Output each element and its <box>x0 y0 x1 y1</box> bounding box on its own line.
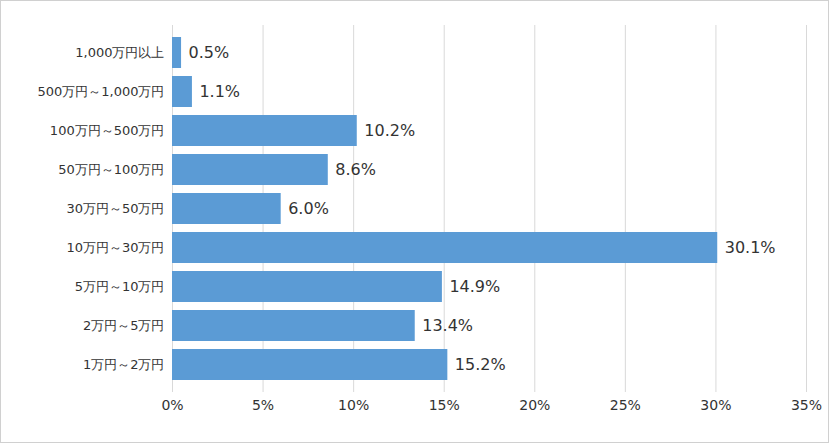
svg-text:1.1%: 1.1% <box>199 82 240 101</box>
svg-text:5%: 5% <box>252 397 274 413</box>
svg-text:13.4%: 13.4% <box>422 316 473 335</box>
svg-text:6.0%: 6.0% <box>288 199 329 218</box>
svg-text:2万円～5万円: 2万円～5万円 <box>83 318 165 333</box>
svg-text:100万円～500万円: 100万円～500万円 <box>50 123 165 138</box>
svg-text:10万円～30万円: 10万円～30万円 <box>66 240 164 255</box>
svg-text:14.9%: 14.9% <box>449 277 500 296</box>
svg-text:35%: 35% <box>791 397 822 413</box>
svg-text:500万円～1,000万円: 500万円～1,000万円 <box>37 84 164 99</box>
svg-text:15%: 15% <box>429 397 460 413</box>
svg-text:0%: 0% <box>161 397 183 413</box>
svg-text:1,000万円以上: 1,000万円以上 <box>75 45 164 60</box>
svg-text:30%: 30% <box>700 397 731 413</box>
svg-text:30万円～50万円: 30万円～50万円 <box>66 201 164 216</box>
svg-text:25%: 25% <box>610 397 641 413</box>
svg-text:50万円～100万円: 50万円～100万円 <box>58 162 164 177</box>
svg-text:15.2%: 15.2% <box>455 355 506 374</box>
svg-text:20%: 20% <box>519 397 550 413</box>
svg-text:8.6%: 8.6% <box>335 160 376 179</box>
svg-text:0.5%: 0.5% <box>189 43 230 62</box>
svg-text:10.2%: 10.2% <box>364 121 415 140</box>
svg-text:1万円～2万円: 1万円～2万円 <box>83 357 165 372</box>
svg-text:5万円～10万円: 5万円～10万円 <box>75 279 165 294</box>
svg-text:10%: 10% <box>338 397 369 413</box>
svg-text:30.1%: 30.1% <box>725 238 776 257</box>
